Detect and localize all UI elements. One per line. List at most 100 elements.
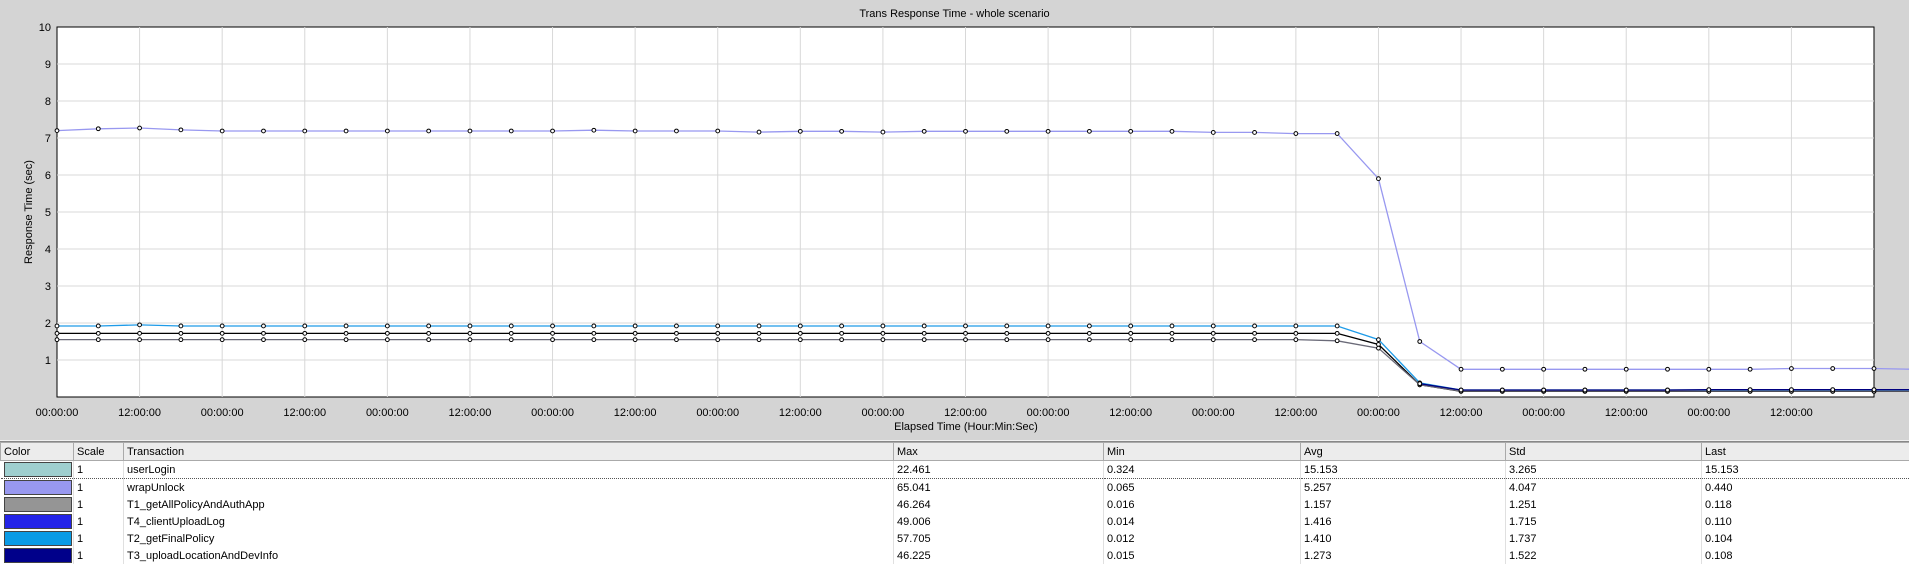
data-point [1624, 367, 1628, 371]
data-point [509, 324, 513, 328]
legend-scale-cell: 1 [74, 547, 124, 564]
x-axis-label: Elapsed Time (Hour:Min:Sec) [894, 421, 1038, 433]
legend-avg-cell: 1.410 [1301, 530, 1506, 547]
legend-header-row: Color Scale Transaction Max Min Avg Std … [1, 443, 1909, 461]
legend-min-cell: 0.012 [1104, 530, 1301, 547]
data-point [468, 324, 472, 328]
color-swatch [4, 462, 72, 477]
data-point [1046, 338, 1050, 342]
data-point [96, 338, 100, 342]
data-point [551, 331, 555, 335]
data-point [55, 338, 59, 342]
data-point [220, 324, 224, 328]
legend-scale-cell: 1 [74, 479, 124, 497]
data-point [1129, 324, 1133, 328]
x-tick-label: 00:00:00 [1687, 407, 1730, 419]
data-point [1129, 338, 1133, 342]
data-point [138, 331, 142, 335]
data-point [592, 324, 596, 328]
y-tick-label: 7 [45, 133, 51, 145]
color-swatch [4, 548, 72, 563]
data-point [1872, 367, 1876, 371]
data-point [1005, 331, 1009, 335]
data-point [220, 129, 224, 133]
column-header-scale[interactable]: Scale [74, 443, 124, 461]
legend-transaction-cell: T3_uploadLocationAndDevInfo [124, 547, 894, 564]
data-point [1377, 346, 1381, 350]
data-point [633, 324, 637, 328]
data-point [1872, 388, 1876, 392]
column-header-avg[interactable]: Avg [1301, 443, 1506, 461]
data-point [179, 324, 183, 328]
data-point [344, 338, 348, 342]
column-header-last[interactable]: Last [1702, 443, 1909, 461]
legend-transaction-cell: wrapUnlock [124, 479, 894, 497]
data-point [1418, 382, 1422, 386]
data-point [1831, 388, 1835, 392]
data-point [96, 331, 100, 335]
legend-transaction-cell: T1_getAllPolicyAndAuthApp [124, 496, 894, 513]
legend-color-cell [1, 530, 74, 547]
column-header-color[interactable]: Color [1, 443, 74, 461]
data-point [1790, 388, 1794, 392]
data-point [1211, 338, 1215, 342]
data-point [179, 338, 183, 342]
data-point [1087, 338, 1091, 342]
data-point [675, 338, 679, 342]
legend-last-cell: 0.118 [1702, 496, 1909, 513]
legend-color-cell [1, 547, 74, 564]
x-tick-label: 00:00:00 [36, 407, 79, 419]
column-header-std[interactable]: Std [1506, 443, 1702, 461]
y-tick-label: 8 [45, 96, 51, 108]
data-point [344, 324, 348, 328]
legend-min-cell: 0.014 [1104, 513, 1301, 530]
column-header-transaction[interactable]: Transaction [124, 443, 894, 461]
data-point [1418, 340, 1422, 344]
data-point [262, 324, 266, 328]
data-point [922, 331, 926, 335]
data-point [757, 331, 761, 335]
data-point [840, 331, 844, 335]
data-point [1046, 324, 1050, 328]
data-point [427, 331, 431, 335]
column-header-max[interactable]: Max [894, 443, 1104, 461]
legend-max-cell: 46.264 [894, 496, 1104, 513]
data-point [798, 129, 802, 133]
data-point [427, 338, 431, 342]
data-point [1170, 331, 1174, 335]
legend-last-cell: 15.153 [1702, 461, 1909, 479]
data-point [1790, 367, 1794, 371]
data-point [303, 324, 307, 328]
x-tick-label: 00:00:00 [531, 407, 574, 419]
data-point [1211, 324, 1215, 328]
legend-std-cell: 3.265 [1506, 461, 1702, 479]
legend-last-cell: 0.104 [1702, 530, 1909, 547]
x-tick-label: 00:00:00 [1027, 407, 1070, 419]
column-header-min[interactable]: Min [1104, 443, 1301, 461]
legend-last-cell: 0.108 [1702, 547, 1909, 564]
legend-transaction-cell: T4_clientUploadLog [124, 513, 894, 530]
data-point [1294, 331, 1298, 335]
data-point [592, 338, 596, 342]
legend-color-cell [1, 461, 74, 479]
data-point [1294, 338, 1298, 342]
data-point [1253, 338, 1257, 342]
data-point [427, 129, 431, 133]
data-point [468, 331, 472, 335]
x-tick-label: 00:00:00 [1522, 407, 1565, 419]
data-point [1748, 367, 1752, 371]
data-point [1459, 388, 1463, 392]
x-tick-label: 12:00:00 [1109, 407, 1152, 419]
x-tick-label: 00:00:00 [1192, 407, 1235, 419]
data-point [633, 338, 637, 342]
data-point [1377, 338, 1381, 342]
legend-last-cell: 0.440 [1702, 479, 1909, 497]
legend-max-cell: 57.705 [894, 530, 1104, 547]
